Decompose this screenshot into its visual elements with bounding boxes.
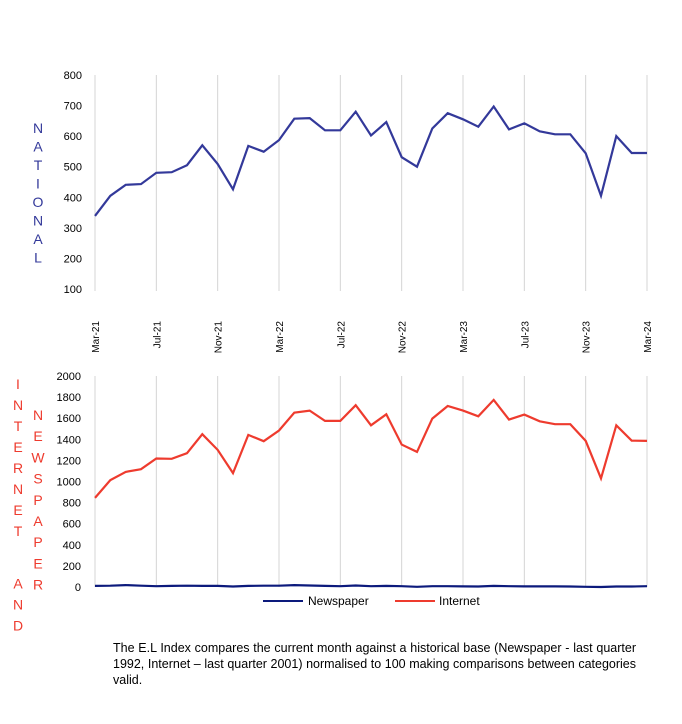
- y-tick-label: 600: [64, 131, 82, 143]
- side-label-letter: T: [14, 523, 23, 539]
- y-tick-label: 1800: [57, 392, 81, 404]
- side-label-letter: T: [14, 418, 23, 434]
- side-label-letter: A: [33, 513, 43, 529]
- x-tick-label: Jul-23: [520, 321, 531, 349]
- x-tick-label: Jul-22: [336, 321, 347, 349]
- national-chart: Mar-21 Jul-21 Nov-21 Mar-22 Jul-22 Nov-22 Mar-…: [33, 70, 654, 353]
- y-tick-label: 100: [64, 284, 82, 296]
- side-label-letter: I: [36, 176, 40, 192]
- side-label-letter: E: [33, 428, 42, 444]
- x-tick-label: Mar-23: [459, 321, 470, 353]
- side-label-letter: N: [13, 481, 23, 497]
- x-tick-label: Mar-24: [643, 321, 654, 353]
- y-tick-label: 1600: [57, 413, 81, 425]
- side-label-letter: A: [33, 231, 43, 247]
- x-tick-label: Nov-22: [398, 321, 409, 354]
- side-label-letter: N: [13, 397, 23, 413]
- y-tick-label: 200: [63, 561, 81, 573]
- side-label-letter: E: [13, 502, 22, 518]
- legend: Newspaper Internet: [263, 594, 480, 608]
- y-tick-label: 1200: [57, 455, 81, 467]
- side-label-letter: P: [33, 534, 42, 550]
- y-tick-label: 800: [64, 70, 82, 82]
- x-tick-label: Nov-23: [582, 321, 593, 354]
- side-label-letter: I: [16, 376, 20, 392]
- y-tick-label: 0: [75, 582, 81, 594]
- y-tick-label: 300: [64, 223, 82, 235]
- side-label-letter: O: [33, 194, 44, 210]
- footnote-text: The E.L Index compares the current month…: [113, 641, 636, 687]
- side-label-letter: E: [13, 439, 22, 455]
- side-label-letter: N: [33, 120, 43, 136]
- national-series-line: [94, 104, 647, 217]
- internet-series-line: [94, 398, 648, 499]
- y-tick-label: 600: [63, 519, 81, 531]
- side-label-letter: D: [13, 618, 23, 634]
- side-label-letter: E: [33, 555, 42, 571]
- newspaper-series-line: [94, 583, 648, 589]
- x-tick-label: Mar-21: [91, 321, 102, 353]
- side-label-letter: T: [34, 157, 43, 173]
- x-tick-label: Mar-22: [275, 321, 286, 353]
- internet-newspaper-chart: 2000180016001400120010008006004002000INT…: [13, 371, 648, 634]
- side-label-letter: R: [33, 577, 43, 593]
- side-label-letter: N: [33, 407, 43, 423]
- side-label-letter: P: [33, 492, 42, 508]
- y-tick-label: 1000: [57, 477, 81, 489]
- side-label-letter: L: [34, 250, 42, 266]
- side-label-letter: N: [13, 597, 23, 613]
- y-tick-label: 400: [63, 540, 81, 552]
- y-tick-label: 2000: [57, 371, 81, 383]
- y-tick-label: 700: [64, 101, 82, 113]
- side-label-letter: A: [33, 139, 43, 155]
- side-label-letter: W: [31, 449, 45, 465]
- y-tick-label: 200: [64, 253, 82, 265]
- internet-legend-label: Internet: [439, 594, 480, 608]
- x-tick-label: Nov-21: [214, 321, 225, 354]
- x-tick-label: Jul-21: [152, 321, 163, 349]
- y-tick-label: 400: [64, 192, 82, 204]
- side-label-letter: N: [33, 213, 43, 229]
- y-tick-label: 1400: [57, 434, 81, 446]
- side-label-letter: A: [13, 576, 23, 592]
- y-tick-label: 800: [63, 498, 81, 510]
- newspaper-legend-label: Newspaper: [308, 594, 369, 608]
- side-label-letter: R: [13, 460, 23, 476]
- y-tick-label: 500: [64, 162, 82, 174]
- side-label-letter: S: [33, 471, 42, 487]
